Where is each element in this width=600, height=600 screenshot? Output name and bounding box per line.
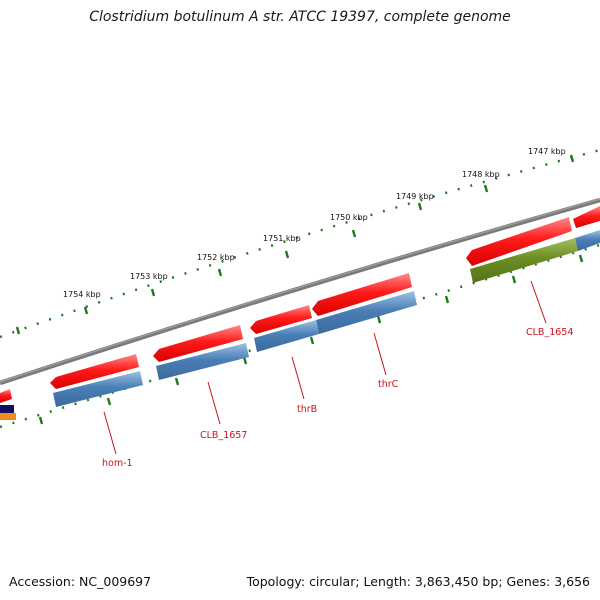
leader-clb-1657: [207, 381, 221, 425]
major-tick-1751: [284, 250, 290, 259]
kbp-label-1747: 1747 kbp: [528, 147, 566, 156]
map-title: Clostridium botulinum A str. ATCC 19397,…: [89, 9, 511, 25]
gene-labels: CLB_1654 thrC thrB CLB_1657 hom-1: [102, 327, 573, 469]
gene-label-leaders: [103, 280, 547, 455]
cds-forward-3: [312, 273, 412, 316]
genes-label: Genes:: [506, 574, 551, 589]
gene-label-hom-1: hom-1: [102, 458, 133, 469]
cds-forward-1: [573, 206, 600, 228]
leader-clb-1654: [530, 280, 547, 324]
cds-forward-4: [250, 305, 312, 334]
cds-blue-5: [53, 371, 143, 407]
gene-label-thrc: thrC: [378, 379, 399, 390]
gene-label-clb-1657: CLB_1657: [200, 430, 247, 441]
accession-label: Accession:: [9, 574, 76, 589]
leader-thrc: [373, 332, 387, 376]
major-tick-1747: [569, 154, 575, 163]
length-label: Length:: [363, 574, 411, 589]
cds-olive: [470, 238, 578, 283]
major-tick-1752: [217, 268, 223, 277]
gene-label-thrb: thrB: [297, 404, 317, 415]
kbp-label-1748: 1748 kbp: [462, 170, 500, 179]
accession-info: Accession: NC_009697: [9, 574, 151, 589]
cds-blue-2: [316, 291, 417, 334]
cds-orange: [0, 413, 16, 420]
kbp-label-1752: 1752 kbp: [197, 253, 235, 262]
genome-summary: Topology: circular; Length: 3,863,450 bp…: [246, 574, 590, 589]
topology-value: circular: [309, 574, 356, 589]
kbp-label-1753: 1753 kbp: [130, 272, 168, 281]
kbp-label-1750: 1750 kbp: [330, 213, 368, 222]
topology-label: Topology:: [246, 574, 306, 589]
cds-forward-6: [50, 354, 139, 389]
kbp-label-1751: 1751 kbp: [263, 234, 301, 243]
cds-forward-2: [466, 217, 572, 266]
forward-strand-features: [0, 206, 600, 403]
major-tick-1749: [417, 202, 423, 211]
genome-backbone: [0, 197, 600, 386]
cds-forward-5: [153, 325, 243, 362]
kbp-label-1754: 1754 kbp: [63, 290, 101, 299]
orthology-track-features: [0, 230, 600, 420]
leader-thrb: [291, 356, 305, 400]
major-tick-1753: [150, 288, 156, 297]
cds-navy: [0, 405, 14, 413]
genes-value: 3,656: [554, 574, 590, 589]
major-tick-1748: [483, 184, 489, 193]
major-tick-left: [15, 326, 21, 335]
length-value: 3,863,450 bp: [414, 574, 499, 589]
cds-forward-7: [0, 389, 12, 403]
kbp-label-1749: 1749 kbp: [396, 192, 434, 201]
scale-labels: 1747 kbp 1748 kbp 1749 kbp 1750 kbp 1751…: [63, 147, 566, 299]
cds-blue-1: [575, 230, 600, 251]
gene-label-clb-1654: CLB_1654: [526, 327, 573, 338]
accession-value: NC_009697: [79, 574, 152, 589]
cds-blue-3: [254, 320, 319, 352]
major-tick-1754: [83, 306, 89, 315]
outer-scale-ticks: [0, 148, 600, 339]
leader-hom-1: [103, 411, 117, 455]
major-tick-1750: [351, 229, 357, 238]
cds-blue-4: [156, 343, 249, 380]
